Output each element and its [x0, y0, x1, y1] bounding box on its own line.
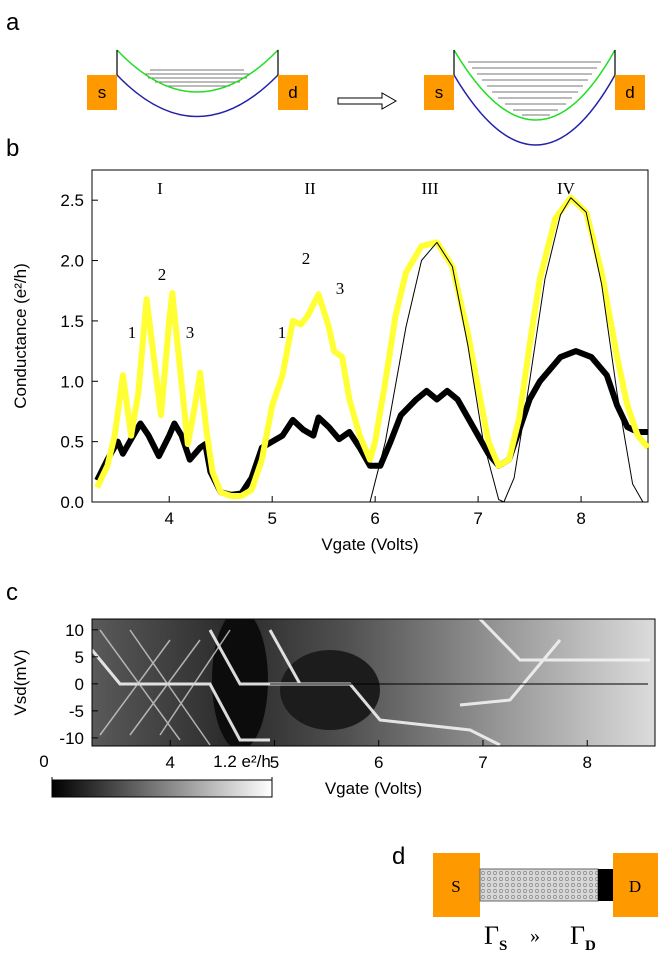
x-tick-label: 7 [473, 509, 482, 528]
y-tick-label: 0 [75, 675, 84, 694]
annotation: IV [557, 179, 576, 198]
y-axis-label: Conductance (e²/h) [11, 263, 30, 409]
y-tick-label: 2.0 [60, 252, 84, 271]
source-label: s [435, 83, 444, 102]
diagram-d: S D ΓS » ΓD [433, 853, 658, 954]
plot-frame [91, 618, 656, 747]
series-line [94, 348, 648, 498]
colorbar [51, 779, 273, 798]
y-axis-label: Vsd(mV) [11, 649, 30, 715]
y-tick-label: 2.5 [60, 191, 84, 210]
y-tick-label: 0.0 [60, 493, 84, 512]
relation: » [530, 925, 540, 947]
annotation: II [304, 179, 316, 198]
x-tick-label: 5 [267, 509, 276, 528]
plot-lines [94, 194, 651, 503]
colorbar-label: 1.2 e²/h [213, 752, 271, 771]
x-tick-label: 4 [165, 753, 174, 772]
drain-label: D [629, 877, 641, 896]
x-axis-label: Vgate (Volts) [321, 535, 418, 554]
series-line [369, 197, 644, 503]
annotation: 3 [336, 279, 345, 298]
drain-label: d [625, 83, 634, 102]
x-tick-label: 8 [582, 753, 591, 772]
heatmap-image [92, 619, 655, 746]
y-tick-label: 1.0 [60, 372, 84, 391]
source-label: s [98, 83, 107, 102]
gamma: Γ [570, 921, 585, 950]
x-tick-label: 8 [576, 509, 585, 528]
x-tick-label: 7 [478, 753, 487, 772]
diagram-a: s d s d [87, 49, 645, 146]
gamma-source: ΓS [484, 921, 507, 954]
annotation: 2 [158, 265, 167, 284]
panel-label: b [6, 135, 19, 162]
drain-label: d [288, 83, 297, 102]
subscript: D [585, 938, 596, 954]
y-tick-label: 10 [65, 621, 84, 640]
x-axis-label: Vgate (Volts) [325, 779, 422, 798]
source-label: S [451, 877, 460, 896]
panel-label: a [6, 9, 20, 36]
x-tick-label: 5 [270, 753, 279, 772]
y-tick-label: 5 [75, 648, 84, 667]
panel-label: c [6, 579, 18, 606]
x-tick-label: 6 [374, 753, 383, 772]
x-tick-label: 4 [164, 509, 173, 528]
annotation: I [157, 179, 163, 198]
y-tick-label: 0.5 [60, 433, 84, 452]
y-tick-label: -5 [69, 702, 84, 721]
y-tick-label: 1.5 [60, 312, 84, 331]
annotation: 1 [278, 323, 287, 342]
annotation: 1 [128, 323, 137, 342]
y-tick-label: -10 [59, 729, 84, 748]
series-line [94, 194, 651, 499]
gamma-drain: ΓD [570, 921, 596, 954]
x-tick-label: 6 [370, 509, 379, 528]
annotation: 2 [302, 249, 311, 268]
gamma: Γ [484, 921, 499, 950]
annotation: 3 [186, 323, 195, 342]
annotation: III [422, 179, 439, 198]
colorbar-label: 0 [39, 752, 48, 771]
subscript: S [499, 938, 507, 954]
panel-label: d [392, 843, 405, 870]
